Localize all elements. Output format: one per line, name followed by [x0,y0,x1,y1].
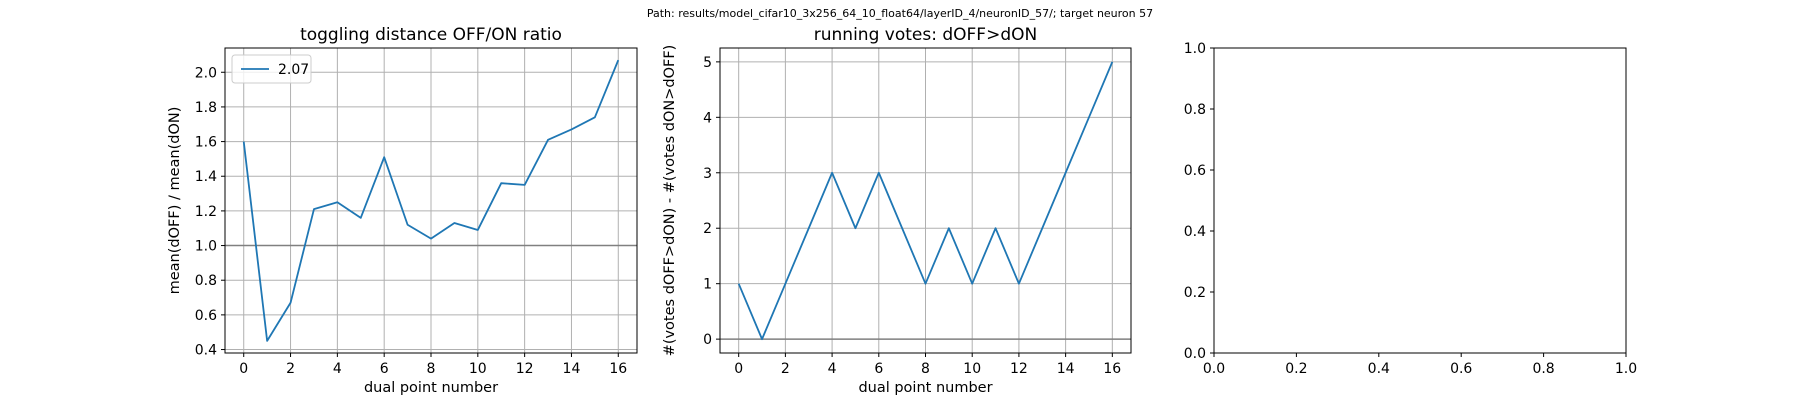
y-tick-label: 0.6 [1184,163,1206,179]
y-axis-label: #(votes dOFF>dON) - #(votes dON>dOFF) [662,45,678,357]
legend-box [231,54,312,84]
x-tick-label: 10 [963,361,981,377]
y-tick-label: 2.0 [195,65,217,81]
y-tick-label: 0.8 [195,273,217,289]
x-tick-label: 0.0 [1203,361,1225,377]
subplot-3: 0.0 0.2 0.4 0.6 0.8 1.0 0.0 0.2 0.4 0.6 0.8 1.0 [1184,41,1637,377]
series-line-1 [242,59,620,342]
subplot-1: 0 2 4 6 8 10 12 14 16 0.4 0.6 0.8 1.0 1.2 1.4 1.6 1.8 2.0… [167,25,638,396]
legend: 2.07 [231,54,312,84]
y-tick-label: 1.0 [1184,41,1206,57]
y-tick-label: 0.2 [1184,285,1206,301]
y-tick-label: 1.4 [195,169,217,185]
x-tick-label: 1.0 [1615,361,1637,377]
subplot-title: toggling distance OFF/ON ratio [300,25,562,45]
x-tick-label: 0.2 [1285,361,1307,377]
x-tick-label: 0 [734,361,743,377]
y-tick-label: 0 [703,332,712,348]
series-line-1 [737,61,1114,341]
x-tick-label: 6 [874,361,883,377]
y-tick-label: 1.8 [195,100,217,116]
y-tick-label: 0.4 [195,343,217,359]
x-tick-label: 16 [1103,361,1121,377]
x-tick-label: 0 [239,361,248,377]
y-tick-label: 4 [703,110,712,126]
subplot-title: running votes: dOFF>dON [814,25,1037,45]
y-axis-label: mean(dOFF) / mean(dON) [167,107,183,295]
subplots-container: 0 2 4 6 8 10 12 14 160.40.60.81.01.21.41.61.82.0… [167,25,1637,396]
x-tick-label: 4 [828,361,837,377]
x-axis-label: dual point number [858,380,992,396]
y-tick-label: 1.2 [195,204,217,220]
y-tick-label: 1 [703,277,712,293]
x-tick-label: 12 [1010,361,1028,377]
y-tick-label: 0.6 [195,308,217,324]
x-tick-label: 8 [427,361,436,377]
x-tick-label: 4 [333,361,342,377]
x-tick-label: 8 [921,361,930,377]
x-tick-label: 0.8 [1532,361,1554,377]
y-tick-label: 5 [703,55,712,71]
x-axis-label: dual point number [364,380,498,396]
x-tick-label: 10 [469,361,487,377]
x-tick-label: 12 [516,361,534,377]
y-tick-label: 0.8 [1184,102,1206,118]
axes-frame [1213,47,1627,354]
x-tick-label: 14 [1057,361,1075,377]
y-tick-label: 0.0 [1184,346,1206,362]
x-tick-label: 0.4 [1368,361,1390,377]
y-tick-label: 1.6 [195,135,217,151]
x-tick-label: 6 [380,361,389,377]
y-tick-label: 2 [703,221,712,237]
legend-label: 2.07 [278,62,309,78]
y-tick-label: 3 [703,166,712,182]
figure-suptitle: Path: results/model_cifar10_3x256_64_10_… [647,7,1153,20]
x-tick-label: 0.6 [1450,361,1472,377]
y-tick-label: 1.0 [195,239,217,255]
x-tick-label: 2 [286,361,295,377]
x-tick-label: 16 [609,361,627,377]
x-tick-label: 2 [781,361,790,377]
y-tick-label: 0.4 [1184,224,1206,240]
x-tick-label: 14 [563,361,581,377]
